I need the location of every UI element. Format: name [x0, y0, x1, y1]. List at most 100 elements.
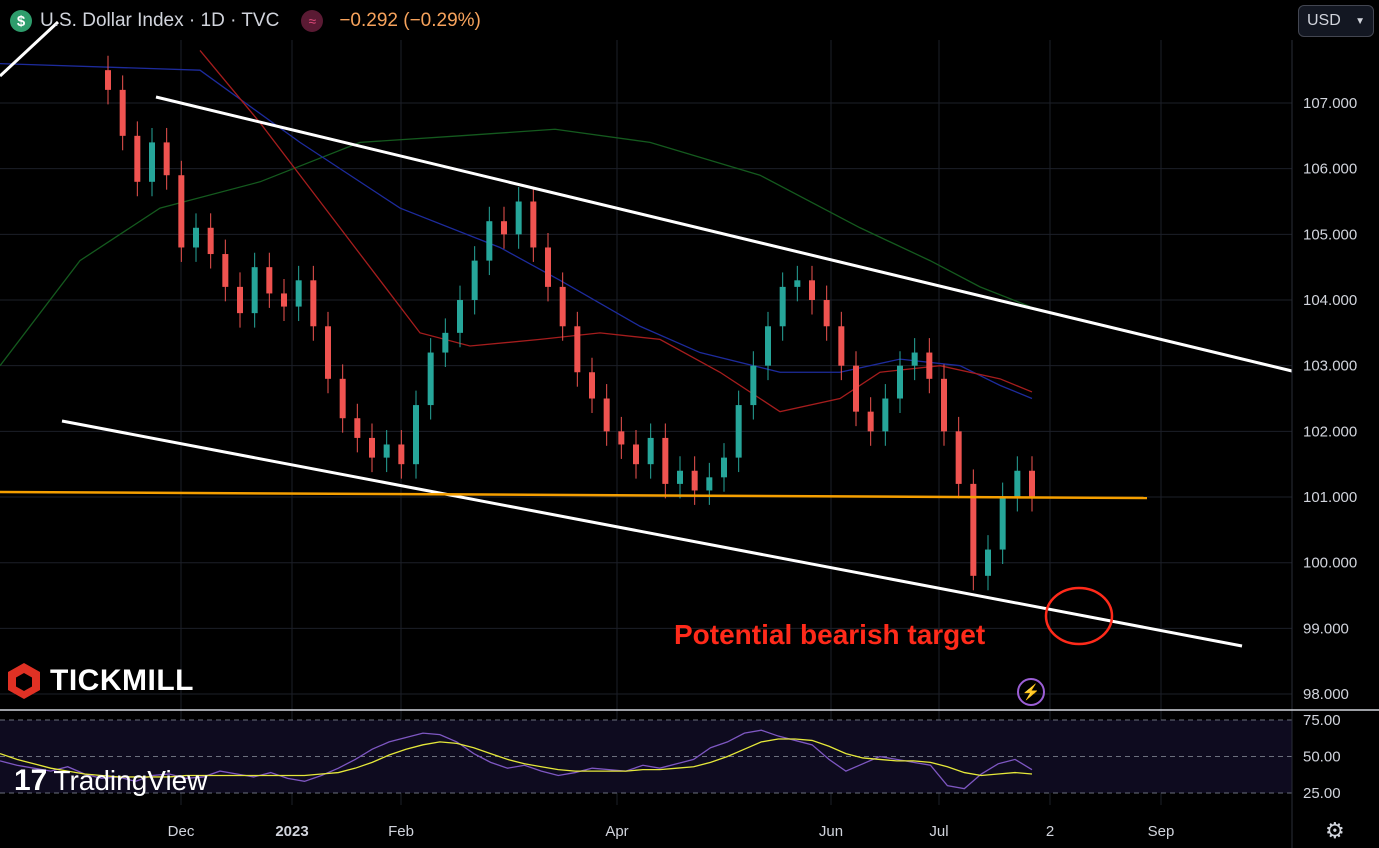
candle-body: [999, 497, 1006, 550]
candle-body: [295, 280, 302, 307]
chevron-down-icon: ▼: [1355, 15, 1365, 27]
y-tick-label: 101.000: [1303, 489, 1357, 506]
y-tick-label: 105.000: [1303, 226, 1357, 243]
candle-body: [911, 352, 918, 366]
y-tick-label: 103.000: [1303, 358, 1357, 375]
candle-body: [398, 444, 405, 465]
rsi-line: [0, 729, 1033, 790]
y-tick-label: 107.000: [1303, 95, 1357, 112]
candle-body: [662, 437, 669, 484]
price-change: −0.292 (−0.29%): [339, 10, 481, 31]
rsi-tick-label: 75.00: [1303, 712, 1341, 729]
candle-body: [105, 70, 111, 90]
candle-body: [882, 398, 889, 432]
rsi-tick-label: 25.00: [1303, 785, 1341, 802]
candle-body: [354, 418, 361, 438]
candle-body: [618, 431, 625, 445]
chart-header: $ U.S. Dollar Index · 1D · TVC ≈ −0.292 …: [10, 8, 481, 34]
tradingview-logo-icon: 17: [14, 764, 48, 797]
candle-body: [530, 201, 537, 248]
candle-body: [119, 89, 126, 136]
y-tick-label: 98.000: [1303, 686, 1349, 703]
candle-body: [603, 398, 610, 432]
ma-slow-line: [0, 128, 1031, 367]
broker-name: TICKMILL: [50, 664, 194, 697]
x-tick-label: Jul: [929, 823, 948, 840]
candle-body: [750, 365, 757, 406]
dollar-sign-icon: $: [10, 10, 32, 32]
candle-body: [691, 470, 698, 491]
candle-body: [369, 437, 375, 458]
ma-fast-line: [199, 50, 1033, 413]
candle-body: [339, 378, 346, 419]
x-tick-label: Dec: [168, 823, 195, 840]
candle-body: [574, 326, 581, 373]
x-tick-label: Apr: [605, 823, 628, 840]
candle-body: [237, 286, 243, 314]
candle-body: [178, 175, 185, 248]
indicator-wave-icon[interactable]: ≈: [301, 10, 324, 32]
candle-body: [559, 286, 566, 327]
symbol-title[interactable]: U.S. Dollar Index · 1D · TVC: [40, 10, 280, 31]
candle-body: [471, 260, 478, 301]
x-tick-label: 2: [1046, 823, 1054, 840]
support-level-line: [0, 490, 1148, 500]
candle-body: [515, 201, 522, 235]
chart-axes: 107.000 106.000 105.000 104.000 103.000 102.0…: [0, 40, 1379, 848]
platform-name: TradingView: [53, 765, 208, 796]
candle-body: [970, 483, 977, 576]
settings-gear-icon[interactable]: ⚙: [1325, 818, 1345, 843]
candle-body: [765, 326, 771, 366]
candle-body: [222, 254, 229, 287]
candle-body: [794, 280, 801, 287]
lightning-icon[interactable]: ⚡: [1017, 678, 1045, 706]
candle-body: [442, 332, 449, 353]
chart-grid: [0, 40, 1292, 805]
prior-trend-line: [0, 20, 60, 78]
candle-body: [647, 437, 654, 465]
y-tick-label: 102.000: [1303, 423, 1357, 440]
rsi-band: [0, 720, 1292, 793]
candle-body: [427, 352, 434, 406]
candle-body: [457, 300, 463, 333]
candle-body: [486, 221, 493, 261]
x-tick-label: Sep: [1148, 823, 1175, 840]
currency-selector[interactable]: USD ▼: [1298, 5, 1374, 37]
candle-body: [985, 549, 991, 576]
candle-body: [1014, 470, 1021, 498]
x-tick-label: Jun: [819, 823, 843, 840]
candle-body: [735, 405, 742, 458]
candle-body: [501, 221, 507, 235]
tradingview-watermark: 17 TradingView: [14, 764, 207, 798]
candle-body: [281, 293, 287, 307]
candle-body: [134, 135, 141, 182]
candle-body: [926, 352, 933, 379]
annotation-label: Potential bearish target: [674, 619, 985, 650]
candle-body: [251, 267, 258, 314]
drawing-overlays: Potential bearish target: [0, 20, 1293, 650]
candle-body: [897, 365, 903, 399]
rsi-pane: 75.00 50.00 25.00: [0, 712, 1341, 802]
candle-body: [706, 477, 713, 491]
rsi-ma-line: [0, 738, 1033, 778]
candle-body: [823, 300, 830, 327]
candle-body: [193, 227, 199, 248]
candle-body: [545, 247, 551, 287]
rsi-tick-label: 50.00: [1303, 749, 1341, 766]
currency-label: USD: [1307, 12, 1341, 29]
candle-body: [589, 372, 595, 399]
candle-body: [1029, 470, 1035, 498]
candle-body: [838, 326, 845, 366]
candle-body: [721, 457, 727, 478]
x-tick-label: 2023: [275, 823, 308, 840]
broker-logo: TICKMILL: [6, 661, 194, 701]
ma-mid-line: [0, 62, 1033, 400]
y-tick-label: 99.000: [1303, 620, 1349, 637]
candle-body: [941, 378, 947, 432]
candle-body: [383, 444, 390, 458]
candle-body: [677, 470, 683, 484]
target-circle: [1044, 586, 1114, 646]
y-tick-label: 104.000: [1303, 292, 1357, 309]
candle-body: [867, 411, 874, 432]
